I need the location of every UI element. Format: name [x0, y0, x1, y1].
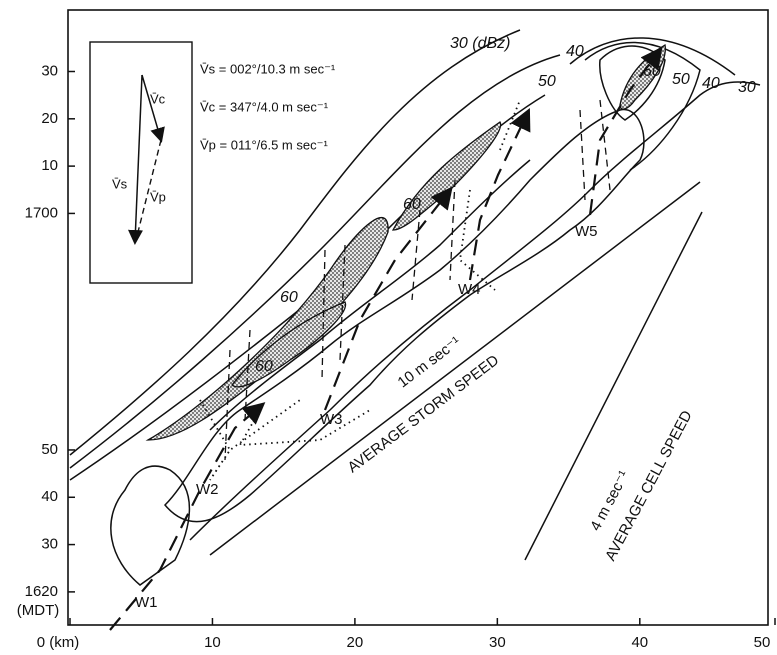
storm-speed-line — [209, 181, 701, 556]
x-tick-label: 30 — [489, 634, 506, 651]
cell-label: W1 — [135, 594, 158, 611]
y-tick-label: 30 — [41, 62, 58, 79]
contour-label: 30 (dBz) — [450, 35, 510, 52]
axes: 0 (km) 10 20 30 40 50 1620 30 40 50 1700 10 20 30 — [25, 62, 776, 651]
reflectivity-cores — [145, 43, 666, 441]
cell-speed-line — [524, 211, 703, 561]
plot-frame — [67, 9, 769, 626]
contour-label: 40 — [566, 43, 584, 60]
y-tick-label: 1700 — [25, 204, 58, 221]
vector-label: V̄s — [112, 176, 128, 191]
contour-label: 40 — [702, 75, 720, 92]
contour-label: 60 — [255, 358, 273, 375]
x-tick-label: 0 (km) — [37, 634, 80, 651]
x-tick-label: 40 — [631, 634, 648, 651]
x-tick-label: 20 — [347, 634, 364, 651]
vector-label: V̄c — [150, 91, 166, 106]
y-tick-label: 40 — [41, 488, 58, 505]
contour-label: 50 — [672, 71, 690, 88]
vector-legend: V̄c = 347°/4.0 m sec⁻¹ — [200, 99, 329, 114]
inset-frame — [89, 41, 193, 284]
contour-label: 60 — [403, 196, 421, 213]
cell-label: W3 — [320, 411, 343, 428]
cell-label: W5 — [575, 223, 598, 240]
cell-label: W2 — [196, 481, 219, 498]
y-tick-label: 20 — [41, 110, 58, 127]
x-tick-label: 10 — [204, 634, 221, 651]
y-tick-label: 50 — [41, 441, 58, 458]
vector-legend: V̄s = 002°/10.3 m sec⁻¹ — [200, 61, 336, 76]
cell-label: W4 — [458, 281, 481, 298]
y-tick-label: 1620 — [25, 583, 58, 600]
vector-legend: V̄p = 011°/6.5 m sec⁻¹ — [200, 137, 328, 152]
y-tick-label: 30 — [41, 536, 58, 553]
contour-label: 30 — [738, 79, 756, 96]
y-axis-label: (MDT) — [17, 602, 59, 619]
vector-label: V̄p — [150, 189, 166, 204]
contour-label: 60 — [280, 289, 298, 306]
contour-label: 60 — [643, 63, 661, 80]
cell-tracks — [109, 46, 703, 631]
y-tick-label: 10 — [41, 157, 58, 174]
x-tick-label: 50 — [754, 634, 771, 651]
inset: V̄c V̄s V̄p V̄s = 002°/10.3 m sec⁻¹ V̄c … — [89, 41, 336, 284]
contour-label: 50 — [538, 73, 556, 90]
